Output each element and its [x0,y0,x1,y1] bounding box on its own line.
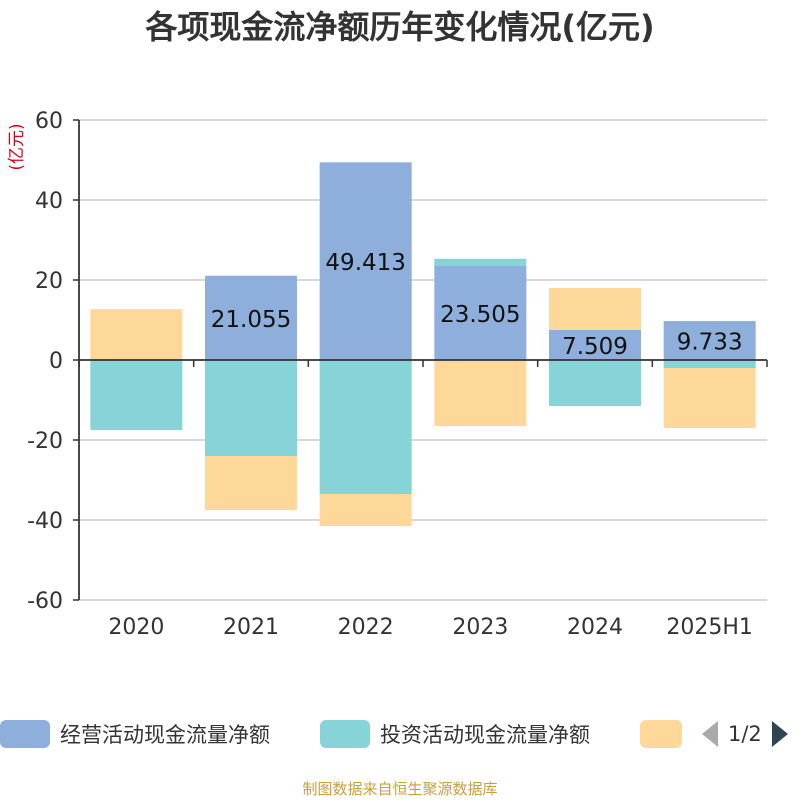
x-tick-label: 2021 [223,615,279,640]
bar-operating-2023[interactable] [434,265,527,360]
x-tick-label: 2022 [338,615,394,640]
bar-operating-2024[interactable] [549,329,641,360]
data-label-2024: 7.509 [562,334,628,360]
y-tick-label: 40 [35,189,63,214]
legend-swatch-operating [0,720,50,748]
bar-financing-2025H1[interactable] [663,368,756,428]
chart-legend: 经营活动现金流量净额 投资活动现金流量净额 1/2 [0,716,800,752]
pager-text: 1/2 [728,722,762,746]
bar-investing-2023[interactable] [434,258,527,266]
x-tick-label: 2020 [108,615,164,640]
bar-operating-2021[interactable] [205,275,297,360]
bar-investing-2021[interactable] [205,360,297,456]
x-tick-label: 2024 [567,615,623,640]
bar-financing-2022[interactable] [319,494,412,526]
triangle-left-icon[interactable] [700,719,720,749]
triangle-right-icon[interactable] [770,719,790,749]
chart-title: 各项现金流净额历年变化情况(亿元) [145,8,655,46]
data-label-2022: 49.413 [325,250,405,276]
bar-investing-2025H1[interactable] [663,360,756,368]
y-tick-label: 20 [35,269,63,294]
legend-label-investing: 投资活动现金流量净额 [380,723,590,747]
legend-item-investing[interactable]: 投资活动现金流量净额 [320,716,590,752]
bar-financing-2024[interactable] [549,287,641,330]
legend-item-financing[interactable] [640,716,682,752]
y-tick-label: 60 [35,109,63,134]
data-label-2023: 23.505 [440,302,520,328]
bar-investing-2024[interactable] [549,360,641,406]
bar-operating-2025H1[interactable] [663,321,756,360]
bar-financing-2021[interactable] [205,456,297,510]
x-tick-label: 2025H1 [666,615,753,640]
data-label-2021: 21.055 [211,307,291,333]
y-axis-unit-label: (亿元) [7,123,27,170]
legend-swatch-financing [640,720,682,748]
bar-operating-2022[interactable] [319,162,412,360]
y-tick-label: -20 [27,429,63,454]
bar-investing-2020[interactable] [90,360,183,430]
legend-swatch-investing [320,720,370,748]
bar-investing-2022[interactable] [319,360,412,494]
bar-financing-2023[interactable] [434,360,527,426]
y-tick-label: -40 [27,509,63,534]
x-tick-label: 2023 [452,615,508,640]
legend-pager: 1/2 [700,716,790,752]
legend-item-operating[interactable]: 经营活动现金流量净额 [0,716,270,752]
source-note: 制图数据来自恒生聚源数据库 [302,780,498,798]
y-tick-label: -60 [27,589,63,614]
data-label-2025H1: 9.733 [677,330,743,356]
legend-label-operating: 经营活动现金流量净额 [60,723,270,747]
bar-financing-2020[interactable] [90,309,183,360]
y-tick-label: 0 [49,349,63,374]
